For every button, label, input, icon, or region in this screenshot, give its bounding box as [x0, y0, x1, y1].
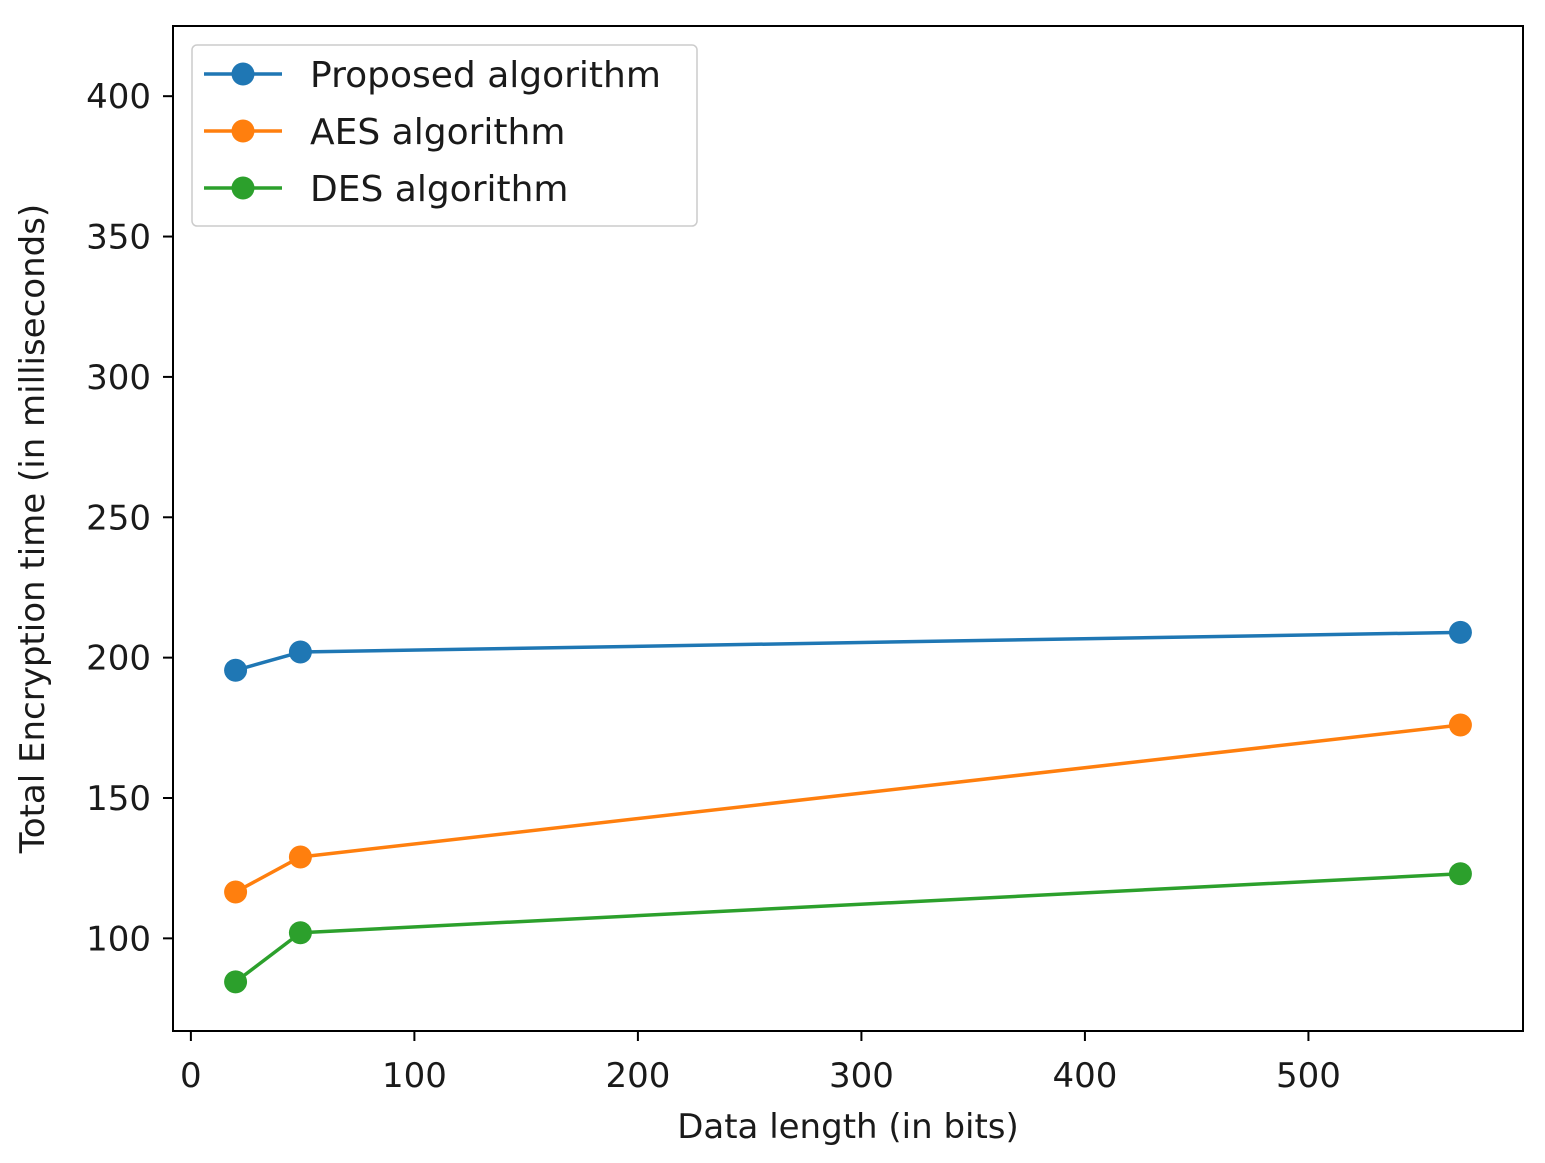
plot-area-frame [172, 25, 1524, 1032]
legend-label: AES algorithm [310, 112, 565, 153]
data-point [1448, 862, 1472, 886]
series-0 [224, 620, 1472, 682]
y-tick-label: 250 [86, 498, 151, 538]
data-point [1448, 620, 1472, 644]
series-2 [224, 862, 1472, 994]
legend-label: DES algorithm [310, 169, 569, 210]
x-tick-label: 0 [180, 1056, 202, 1096]
data-point [288, 640, 312, 664]
legend-entries: Proposed algorithm AES algorithm DES algor… [204, 55, 661, 210]
series-1 [224, 713, 1472, 904]
legend-label: Proposed algorithm [310, 55, 661, 96]
legend-entry: Proposed algorithm [204, 55, 661, 96]
legend-marker [231, 62, 255, 86]
legend-entry: AES algorithm [204, 112, 565, 153]
legend-entry: DES algorithm [204, 169, 569, 210]
x-tick-label: 100 [382, 1056, 447, 1096]
y-tick-label: 150 [86, 779, 151, 819]
y-axis-label: Total Encryption time (in milliseconds) [13, 204, 53, 854]
y-tick-label: 350 [86, 218, 151, 258]
y-tick-label: 100 [86, 919, 151, 959]
series-layer [224, 620, 1472, 994]
data-point [224, 658, 248, 682]
y-tick-label: 400 [86, 77, 151, 117]
x-tick-label: 200 [605, 1056, 670, 1096]
data-point [288, 921, 312, 945]
legend-marker [231, 176, 255, 200]
data-point [224, 970, 248, 994]
data-point [224, 880, 248, 904]
legend-box [191, 44, 698, 227]
y-tick-label: 200 [86, 639, 151, 679]
y-tick-label: 300 [86, 358, 151, 398]
legend: Proposed algorithm AES algorithm DES algor… [191, 44, 698, 227]
x-axis-label: Data length (in bits) [677, 1107, 1019, 1147]
x-tick-label: 500 [1276, 1056, 1341, 1096]
legend-marker [231, 119, 255, 143]
y-axis-ticks: 100 150 200 250 300 350 400 [86, 77, 173, 959]
x-axis-ticks: 0 100 200 300 400 500 [180, 1031, 1341, 1096]
x-tick-label: 400 [1052, 1056, 1117, 1096]
data-point [288, 845, 312, 869]
data-point [1448, 713, 1472, 737]
x-tick-label: 300 [829, 1056, 894, 1096]
